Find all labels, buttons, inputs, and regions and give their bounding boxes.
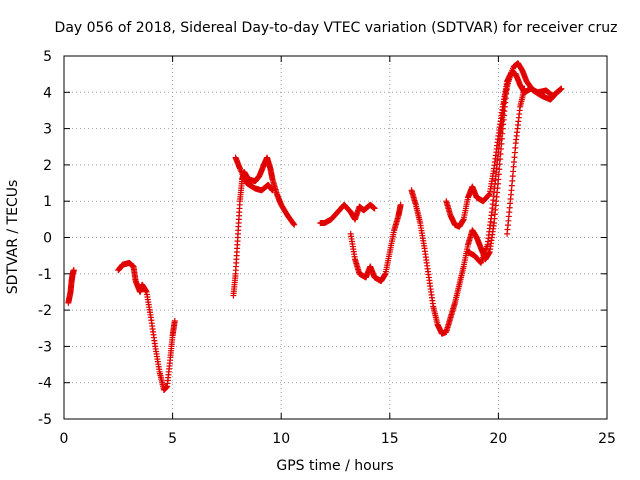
x-axis-label: GPS time / hours (276, 458, 393, 474)
y-tick-label: 3 (43, 122, 52, 138)
x-tick-label: 0 (60, 431, 69, 447)
x-tick-label: 25 (598, 431, 616, 447)
chart-title: Day 056 of 2018, Sidereal Day-to-day VTE… (55, 20, 618, 36)
data-point (371, 205, 378, 212)
y-tick-label: 0 (43, 231, 52, 247)
grid (64, 56, 607, 419)
y-tick-label: -5 (38, 412, 52, 428)
data-point (486, 191, 493, 198)
y-tick-label: -3 (38, 339, 52, 355)
data-point (495, 176, 502, 183)
y-tick-label: 1 (43, 194, 52, 210)
y-tick-label: -2 (38, 303, 52, 319)
data-point (521, 85, 528, 92)
y-axis-label: SDTVAR / TECUs (5, 180, 21, 295)
data-point (290, 220, 297, 227)
data-point (269, 187, 276, 194)
axis-ticks: 0 5 10 15 20 25 -5 -4 -3 -2 -1 0 1 2 3 4 5 (38, 49, 616, 447)
y-tick-label: 2 (43, 158, 52, 174)
y-tick-label: 4 (43, 85, 52, 101)
data-point (556, 87, 563, 94)
data-point (171, 317, 178, 324)
plot-frame (63, 55, 608, 420)
data-point (70, 267, 77, 274)
x-tick-label: 10 (272, 431, 290, 447)
x-tick-label: 15 (381, 431, 399, 447)
x-tick-label: 20 (489, 431, 507, 447)
y-tick-label: 5 (43, 49, 52, 65)
data-point (496, 166, 503, 173)
data-point (397, 201, 404, 208)
y-tick-label: -4 (38, 376, 52, 392)
y-tick-label: -1 (38, 267, 52, 283)
data-point (291, 221, 298, 228)
data-point (506, 74, 513, 81)
x-tick-label: 5 (168, 431, 177, 447)
data-points (65, 60, 565, 393)
